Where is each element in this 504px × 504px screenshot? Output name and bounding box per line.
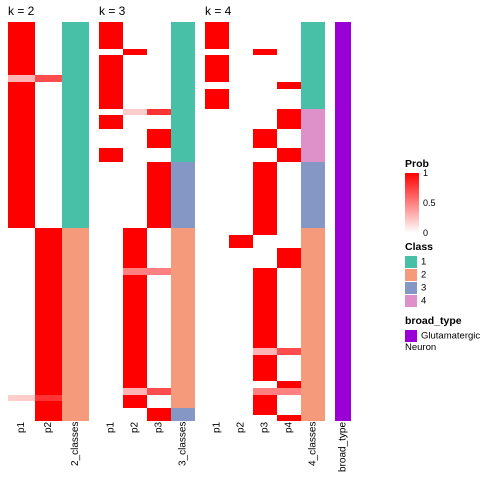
- swatch-icon: [405, 269, 417, 281]
- col-p2: [229, 22, 253, 422]
- legend-broad-title: broad_type: [405, 315, 500, 327]
- xlabel: broad_type: [335, 422, 351, 482]
- broad-type-panel: broad_type: [335, 22, 351, 482]
- col-p3: [147, 22, 171, 422]
- col-p2: [35, 22, 62, 422]
- col-p3: [253, 22, 277, 422]
- panel-title-k4: k = 4: [205, 4, 231, 18]
- col-p1: [8, 22, 35, 422]
- xlabel: 4_classes: [301, 422, 325, 482]
- legend-prob-title: Prob: [405, 158, 500, 170]
- legend-item: Glutamatergic Neuron: [405, 330, 500, 353]
- xlabel: p1: [205, 422, 229, 482]
- swatch-icon: [405, 330, 417, 342]
- swatch-icon: [405, 256, 417, 268]
- grad-tick: 0.5: [423, 198, 436, 208]
- xlabel: p4: [277, 422, 301, 482]
- panel-title-k2: k = 2: [8, 4, 34, 18]
- xlabel: 2_classes: [62, 422, 89, 482]
- xlabel: p3: [253, 422, 277, 482]
- xlabel: 3_classes: [171, 422, 195, 482]
- legend-item: 3: [405, 282, 500, 294]
- panel-k4: p1p2p3p44_classes: [205, 22, 325, 482]
- legend-item: 1: [405, 256, 500, 268]
- col-2_classes: [62, 22, 89, 422]
- legend-item: 4: [405, 295, 500, 307]
- grad-tick: 0: [423, 228, 428, 238]
- panel-k3: p1p2p33_classes: [99, 22, 195, 482]
- col-4_classes: [301, 22, 325, 422]
- grad-tick: 1: [423, 168, 428, 178]
- legend-class-title: Class: [405, 241, 500, 253]
- xlabel: p2: [229, 422, 253, 482]
- prob-gradient: [405, 173, 419, 233]
- panel-k2: p1p22_classes: [8, 22, 89, 482]
- xlabel: p2: [35, 422, 62, 482]
- panel-title-k3: k = 3: [99, 4, 125, 18]
- col-p1: [99, 22, 123, 422]
- col-p2: [123, 22, 147, 422]
- xlabel: p1: [99, 422, 123, 482]
- swatch-icon: [405, 282, 417, 294]
- legend-item: 2: [405, 269, 500, 281]
- col-p1: [205, 22, 229, 422]
- xlabel: p3: [147, 422, 171, 482]
- xlabel: p1: [8, 422, 35, 482]
- heatmap-panels: p1p22_classesp1p2p33_classesp1p2p3p44_cl…: [8, 22, 351, 482]
- swatch-icon: [405, 295, 417, 307]
- col-p4: [277, 22, 301, 422]
- xlabel: p2: [123, 422, 147, 482]
- col-3_classes: [171, 22, 195, 422]
- legend: Prob 10.50 Class 1234 broad_type Glutama…: [405, 150, 500, 354]
